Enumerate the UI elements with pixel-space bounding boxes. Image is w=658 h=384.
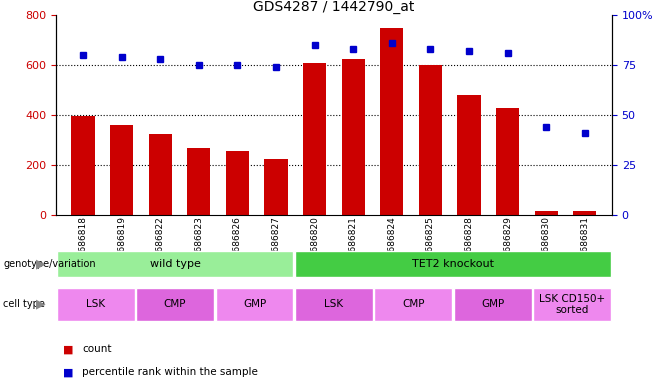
Text: GSM686830: GSM686830: [542, 216, 551, 271]
Text: ■: ■: [63, 367, 73, 377]
Bar: [533, 288, 611, 321]
Bar: [295, 288, 373, 321]
Text: ■: ■: [63, 344, 73, 354]
Text: GSM686824: GSM686824: [388, 216, 396, 271]
Text: wild type: wild type: [149, 259, 201, 269]
Bar: [496, 108, 519, 215]
Text: GSM686818: GSM686818: [78, 216, 88, 271]
Text: count: count: [82, 344, 112, 354]
Text: genotype/variation: genotype/variation: [3, 259, 96, 269]
Bar: [535, 211, 558, 215]
Text: ▶: ▶: [36, 298, 46, 311]
Text: GMP: GMP: [243, 299, 266, 310]
Bar: [419, 65, 442, 215]
Bar: [136, 288, 214, 321]
Bar: [573, 210, 597, 215]
Text: GSM686826: GSM686826: [233, 216, 242, 271]
Bar: [71, 116, 95, 215]
Bar: [374, 288, 452, 321]
Text: cell type: cell type: [3, 299, 45, 310]
Text: GSM686828: GSM686828: [465, 216, 474, 271]
Bar: [295, 251, 611, 277]
Bar: [303, 63, 326, 215]
Text: GSM686823: GSM686823: [194, 216, 203, 271]
Text: TET2 knockout: TET2 knockout: [412, 259, 494, 269]
Bar: [226, 151, 249, 215]
Bar: [342, 59, 365, 215]
Title: GDS4287 / 1442790_at: GDS4287 / 1442790_at: [253, 0, 415, 14]
Text: CMP: CMP: [402, 299, 424, 310]
Bar: [110, 125, 133, 215]
Bar: [149, 134, 172, 215]
Bar: [380, 28, 403, 215]
Text: GSM686822: GSM686822: [156, 216, 164, 271]
Text: GSM686829: GSM686829: [503, 216, 512, 271]
Bar: [57, 251, 293, 277]
Text: percentile rank within the sample: percentile rank within the sample: [82, 367, 258, 377]
Bar: [454, 288, 532, 321]
Text: LSK: LSK: [86, 299, 105, 310]
Text: GSM686821: GSM686821: [349, 216, 358, 271]
Bar: [188, 148, 211, 215]
Bar: [57, 288, 135, 321]
Text: GSM686827: GSM686827: [272, 216, 280, 271]
Text: LSK: LSK: [324, 299, 343, 310]
Text: ▶: ▶: [36, 258, 46, 270]
Text: GSM686820: GSM686820: [310, 216, 319, 271]
Text: GSM686831: GSM686831: [580, 216, 590, 271]
Text: GMP: GMP: [481, 299, 505, 310]
Bar: [265, 159, 288, 215]
Bar: [457, 95, 480, 215]
Text: GSM686825: GSM686825: [426, 216, 435, 271]
Text: GSM686819: GSM686819: [117, 216, 126, 271]
Text: LSK CD150+
sorted: LSK CD150+ sorted: [539, 293, 605, 315]
Bar: [216, 288, 293, 321]
Text: CMP: CMP: [164, 299, 186, 310]
